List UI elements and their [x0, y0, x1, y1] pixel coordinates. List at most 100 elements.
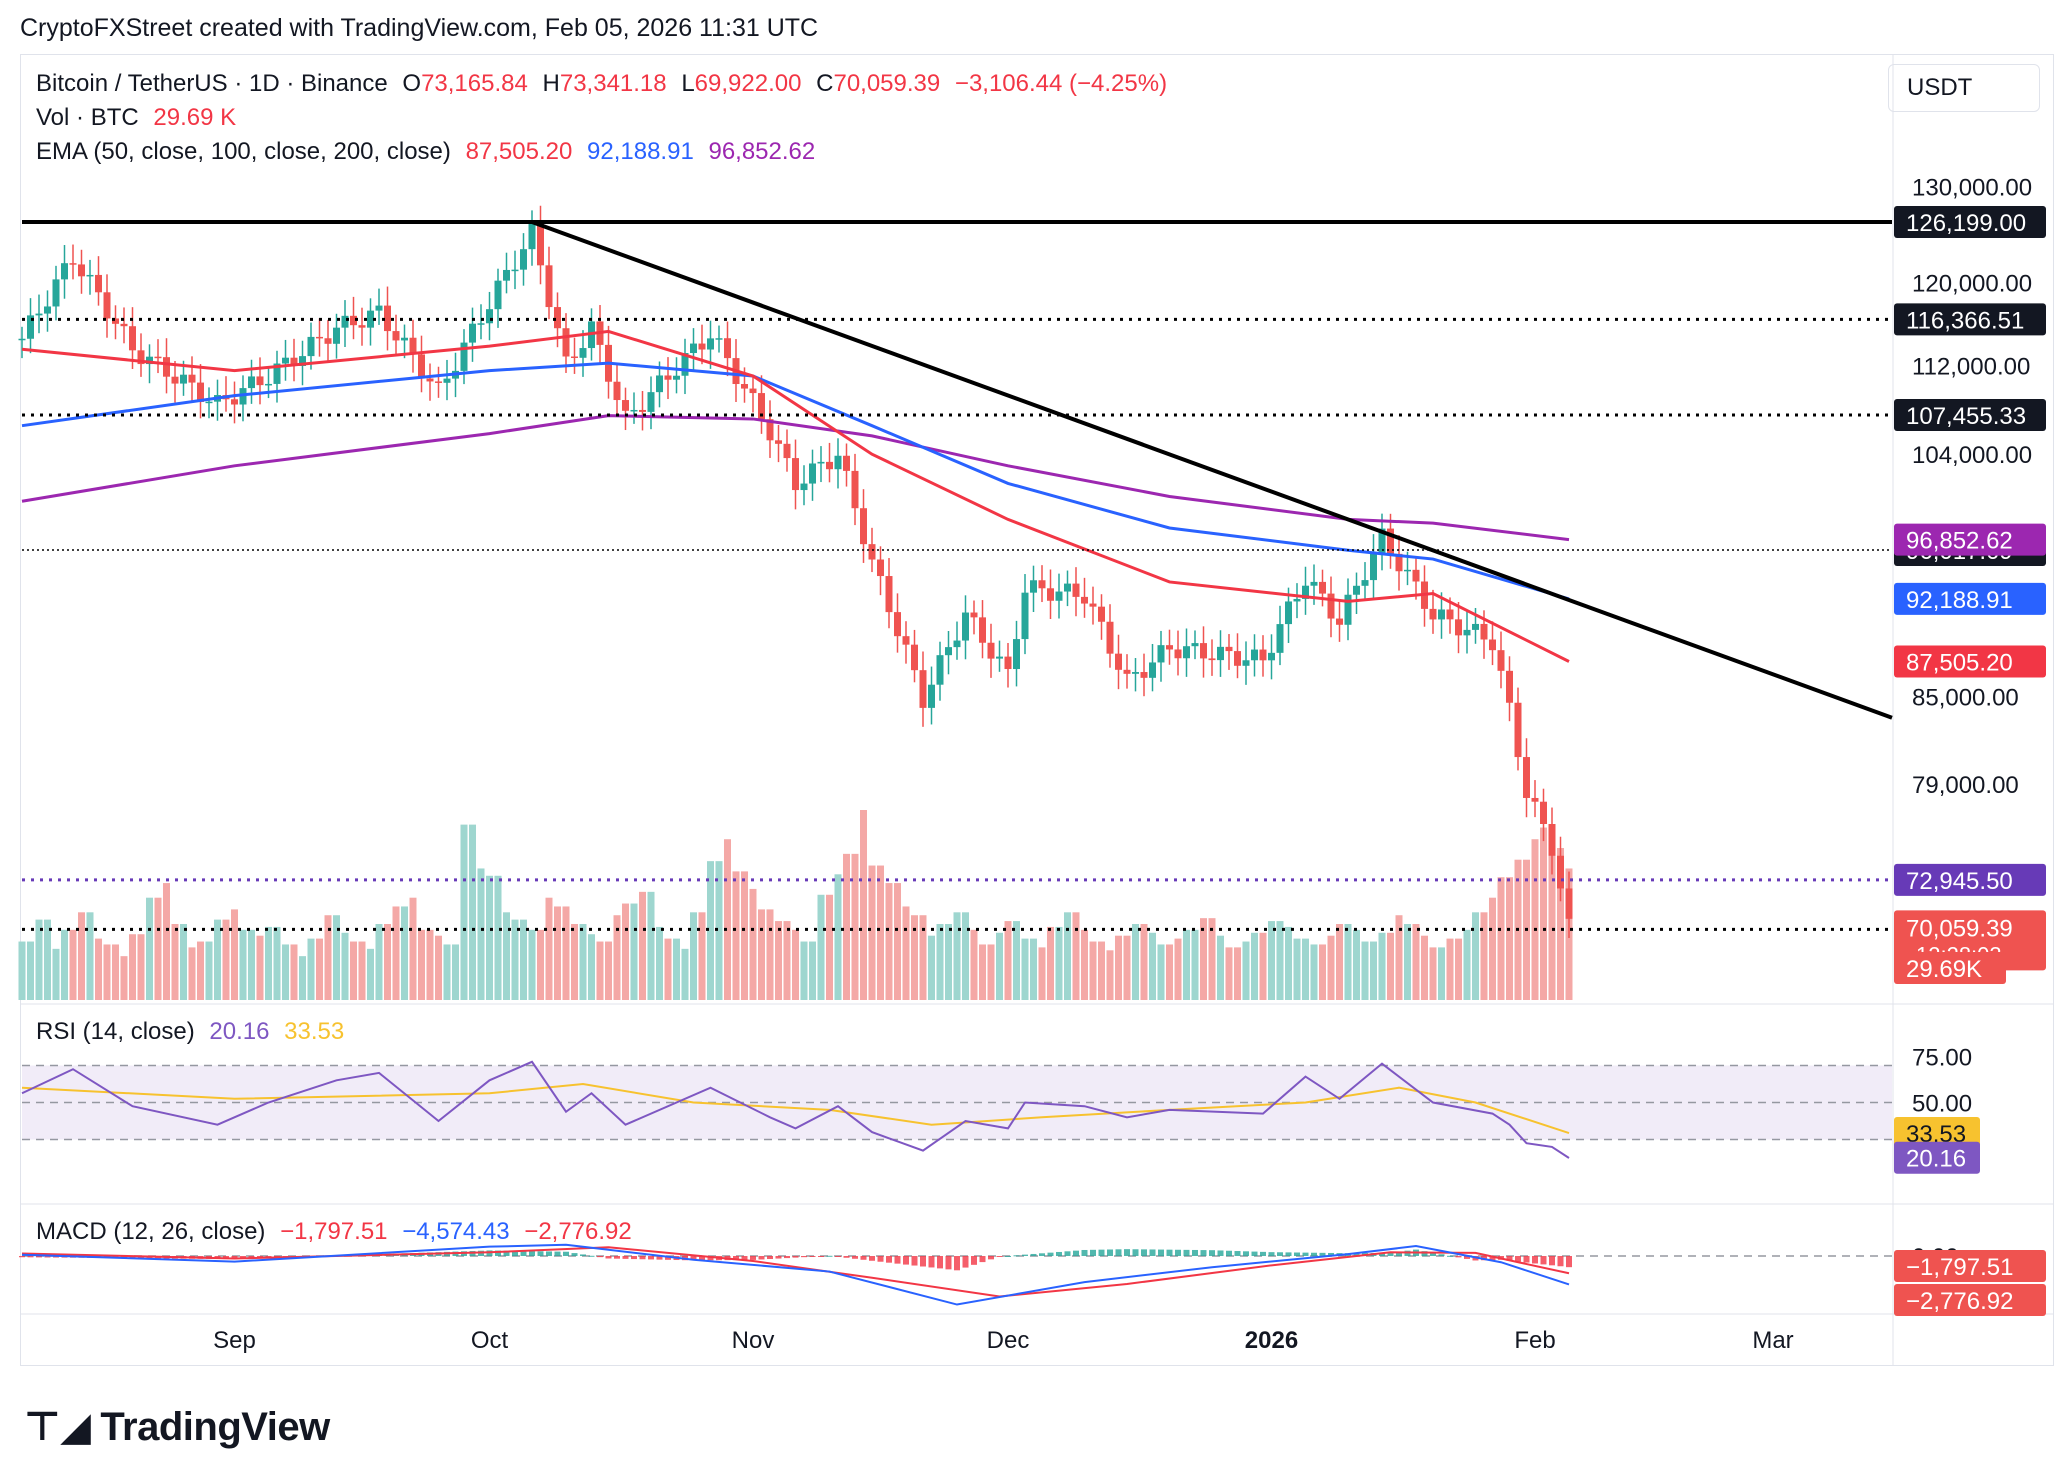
- candle-body: [61, 263, 68, 280]
- candle-body: [1106, 621, 1114, 654]
- level-price-box: [1894, 863, 2046, 896]
- currency-unit-button[interactable]: USDT: [1888, 64, 2040, 112]
- macd-histogram-bar: [1379, 1252, 1385, 1256]
- candle-body: [860, 508, 867, 545]
- legend-ema-label[interactable]: EMA (50, close, 100, close, 200, close): [36, 138, 451, 165]
- legend-macd-line: −4,574.43: [402, 1218, 510, 1245]
- volume-bar: [341, 932, 349, 1000]
- volume-bar: [1149, 932, 1156, 1000]
- macd-histogram-bar: [1183, 1249, 1190, 1256]
- legend-symbol[interactable]: Bitcoin / TetherUS · 1D · Binance: [36, 70, 388, 97]
- candle-body: [639, 409, 646, 412]
- macd-histogram-bar: [563, 1251, 569, 1256]
- volume-bar: [460, 824, 468, 1000]
- volume-bar: [1106, 950, 1114, 1000]
- candle-body: [44, 306, 51, 314]
- price-tick-label: 112,000.00: [1912, 353, 2030, 380]
- candle-body: [409, 337, 417, 355]
- volume-bar: [681, 948, 689, 1000]
- macd-hist-box: [1894, 1250, 2046, 1282]
- volume-bar: [792, 929, 799, 1000]
- volume-bar: [1123, 935, 1131, 1000]
- volume-bar: [222, 919, 230, 1000]
- candle-body: [1514, 702, 1522, 758]
- volume-bar: [562, 906, 570, 1000]
- candle-body: [1200, 643, 1207, 659]
- candle-body: [681, 353, 689, 376]
- candle-body: [1472, 623, 1479, 630]
- volume-bar: [214, 919, 221, 1000]
- macd-histogram-bar: [1557, 1256, 1564, 1267]
- macd-histogram-bar: [1056, 1251, 1062, 1256]
- candle-body: [1047, 588, 1054, 601]
- candle-body: [341, 315, 349, 328]
- macd-histogram-bar: [1353, 1253, 1360, 1256]
- macd-histogram-bar: [571, 1253, 578, 1256]
- time-tick-label: Dec: [987, 1327, 1030, 1354]
- volume-bar: [239, 929, 247, 1000]
- volume-bar: [1268, 921, 1275, 1000]
- candle-body: [477, 323, 485, 325]
- volume-bar: [1030, 938, 1037, 1000]
- macd-histogram-bar: [1549, 1256, 1555, 1266]
- macd-histogram-bar: [1005, 1255, 1011, 1257]
- legend-low-value: 69,922.00: [694, 70, 802, 97]
- volume-bar: [520, 919, 527, 1000]
- legend-macd-label[interactable]: MACD (12, 26, close): [36, 1218, 266, 1245]
- volume-bar: [1038, 947, 1046, 1000]
- candle-body: [401, 337, 408, 341]
- candle-body: [868, 544, 876, 560]
- macd-histogram-bar: [1396, 1251, 1402, 1256]
- volume-bar: [1395, 915, 1403, 1000]
- candle-body: [715, 338, 723, 340]
- tradingview-logo: ⊤◢ TradingView: [24, 1404, 330, 1450]
- time-tick-label: 2026: [1245, 1327, 1298, 1354]
- macd-histogram-bar: [546, 1251, 552, 1256]
- volume-value-box: [1894, 952, 2006, 984]
- volume-bar: [1234, 947, 1241, 1000]
- legend-low-label: L: [681, 70, 695, 97]
- macd-histogram-bar: [937, 1256, 943, 1269]
- candle-body: [163, 357, 170, 377]
- candle-body: [435, 381, 442, 383]
- macd-histogram-bar: [1141, 1249, 1147, 1256]
- candle-body: [273, 363, 281, 384]
- candle-body: [129, 326, 136, 351]
- macd-histogram-bar: [597, 1256, 603, 1258]
- candle-body: [86, 274, 94, 277]
- candle-body: [1098, 606, 1105, 622]
- candle-body: [1157, 645, 1165, 663]
- volume-bar: [1055, 926, 1063, 1000]
- ema-price-box: [1894, 582, 2046, 615]
- volume-bar: [979, 944, 986, 1000]
- candle-body: [1208, 658, 1216, 661]
- last-price-label: 70,059.39: [1906, 915, 2013, 942]
- macd-histogram-bar: [1285, 1252, 1292, 1256]
- macd-histogram-bar: [826, 1255, 833, 1257]
- macd-histogram-bar: [758, 1256, 765, 1260]
- candle-body: [333, 327, 340, 344]
- legend-rsi-label[interactable]: RSI (14, close): [36, 1018, 195, 1045]
- volume-bar: [1310, 944, 1318, 1000]
- macd-signal-value-label: −2,776.92: [1906, 1288, 2013, 1315]
- volume-bar: [1004, 921, 1012, 1000]
- macd-histogram-bar: [894, 1256, 901, 1264]
- volume-bar: [1200, 918, 1207, 1000]
- legend-vol-label[interactable]: Vol · BTC: [36, 104, 139, 131]
- volume-bar: [953, 912, 961, 1000]
- volume-value-label: 29.69K: [1906, 956, 1982, 983]
- macd-histogram-bar: [1013, 1255, 1020, 1257]
- volume-bar: [435, 935, 442, 1000]
- macd-histogram-bar: [1226, 1250, 1232, 1256]
- macd-histogram-bar: [1506, 1256, 1513, 1261]
- time-tick-label: Feb: [1514, 1327, 1555, 1354]
- volume-bar: [1174, 938, 1182, 1000]
- candle-body: [1395, 553, 1403, 572]
- candle-body: [460, 342, 468, 371]
- macd-histogram-bar: [554, 1251, 561, 1256]
- candle-body: [426, 378, 434, 382]
- volume-bar: [664, 938, 672, 1000]
- volume-bar: [44, 919, 51, 1000]
- macd-histogram-bar: [1438, 1254, 1445, 1256]
